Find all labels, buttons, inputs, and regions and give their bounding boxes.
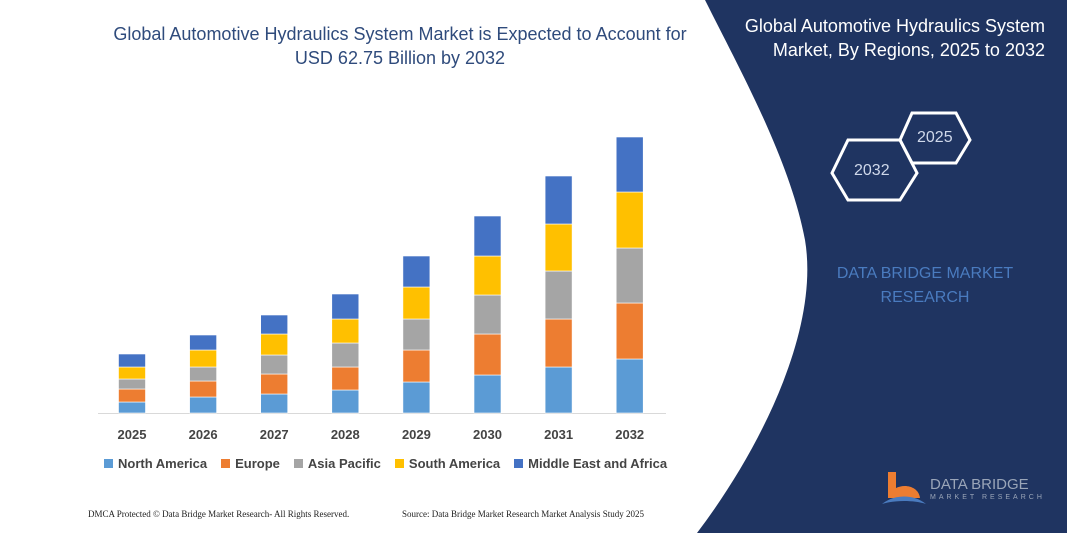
bar-segment [402,381,431,414]
bar-segment [402,318,431,351]
right-panel [697,0,1067,533]
bar-segment [544,175,573,225]
legend-item: South America [394,456,501,471]
bar-segment [402,286,431,320]
bar-segment [331,389,360,414]
hexagon-2032 [830,138,919,202]
x-tick-label: 2028 [331,427,360,442]
bar-segment [189,334,217,351]
bar-segment [260,314,289,335]
side-title: Global Automotive Hydraulics System Mark… [744,16,1045,60]
legend-label: Middle East and Africa [528,456,668,471]
bar-segment [402,255,431,288]
bar-segment [544,223,573,272]
chart-title: Global Automotive Hydraulics System Mark… [113,24,687,68]
bar-segment [118,353,146,368]
bar-segment [189,366,217,382]
bar-segment [473,374,502,414]
bar-segment [189,380,217,398]
bar-segment [189,349,217,368]
x-tick-label: 2030 [473,427,502,442]
legend-item: Middle East and Africa [514,456,667,471]
footer-copyright: DMCA Protected © Data Bridge Market Rese… [88,509,350,519]
bar-segment [118,366,146,380]
data-bridge-logo-icon [882,472,926,504]
bar-segment [260,354,289,375]
logo-subtitle: MARKET RESEARCH [930,494,1045,501]
hex-year-2025: 2025 [917,129,953,146]
x-tick-label: 2027 [260,427,289,442]
logo-name: DATA BRIDGE [930,476,1029,493]
bar-segment [260,333,289,356]
bar-segment [118,401,146,414]
bar-segment [331,293,360,320]
bar-segment [473,333,502,376]
bar-segment [331,318,360,344]
bar-segment [473,255,502,296]
brand-text: DATA BRIDGE MARKET RESEARCH [836,265,1014,306]
x-tick-label: 2029 [402,427,431,442]
bar-segment [615,302,644,360]
legend-item: North America [104,456,207,471]
bar-segment [615,191,644,249]
bar-segment [615,247,644,304]
bar-segment [402,349,431,383]
bar-segment [260,393,289,414]
legend-item: Asia Pacific [293,456,381,471]
legend: North America Europe Asia Pacific South … [104,456,667,471]
legend-label: Europe [235,456,280,471]
bar-segment [615,136,644,193]
bar-segment [544,366,573,414]
bar-segment [118,388,146,403]
x-tick-label: 2032 [615,427,644,442]
chart-area: 2025 2026 2027 2028 2029 2030 2031 2032 [98,136,666,442]
x-tick-label: 2025 [118,427,147,442]
footer-source: Source: Data Bridge Market Research Mark… [402,509,644,519]
bar-segment [331,342,360,368]
legend-label: North America [118,456,208,471]
legend-item: Europe [221,456,280,471]
x-tick-label: 2031 [544,427,573,442]
bar-segment [544,318,573,368]
bar-segment [260,373,289,395]
bar-segment [544,270,573,320]
bar-segment [189,396,217,414]
x-tick-label: 2026 [189,427,218,442]
bar-segment [118,378,146,390]
bar-segment [473,294,502,335]
bar-segment [615,358,644,414]
legend-label: Asia Pacific [307,456,381,471]
bar-segment [331,366,360,391]
bar-segment [473,215,502,257]
legend-label: South America [408,456,501,471]
hex-year-2032: 2032 [854,162,890,179]
